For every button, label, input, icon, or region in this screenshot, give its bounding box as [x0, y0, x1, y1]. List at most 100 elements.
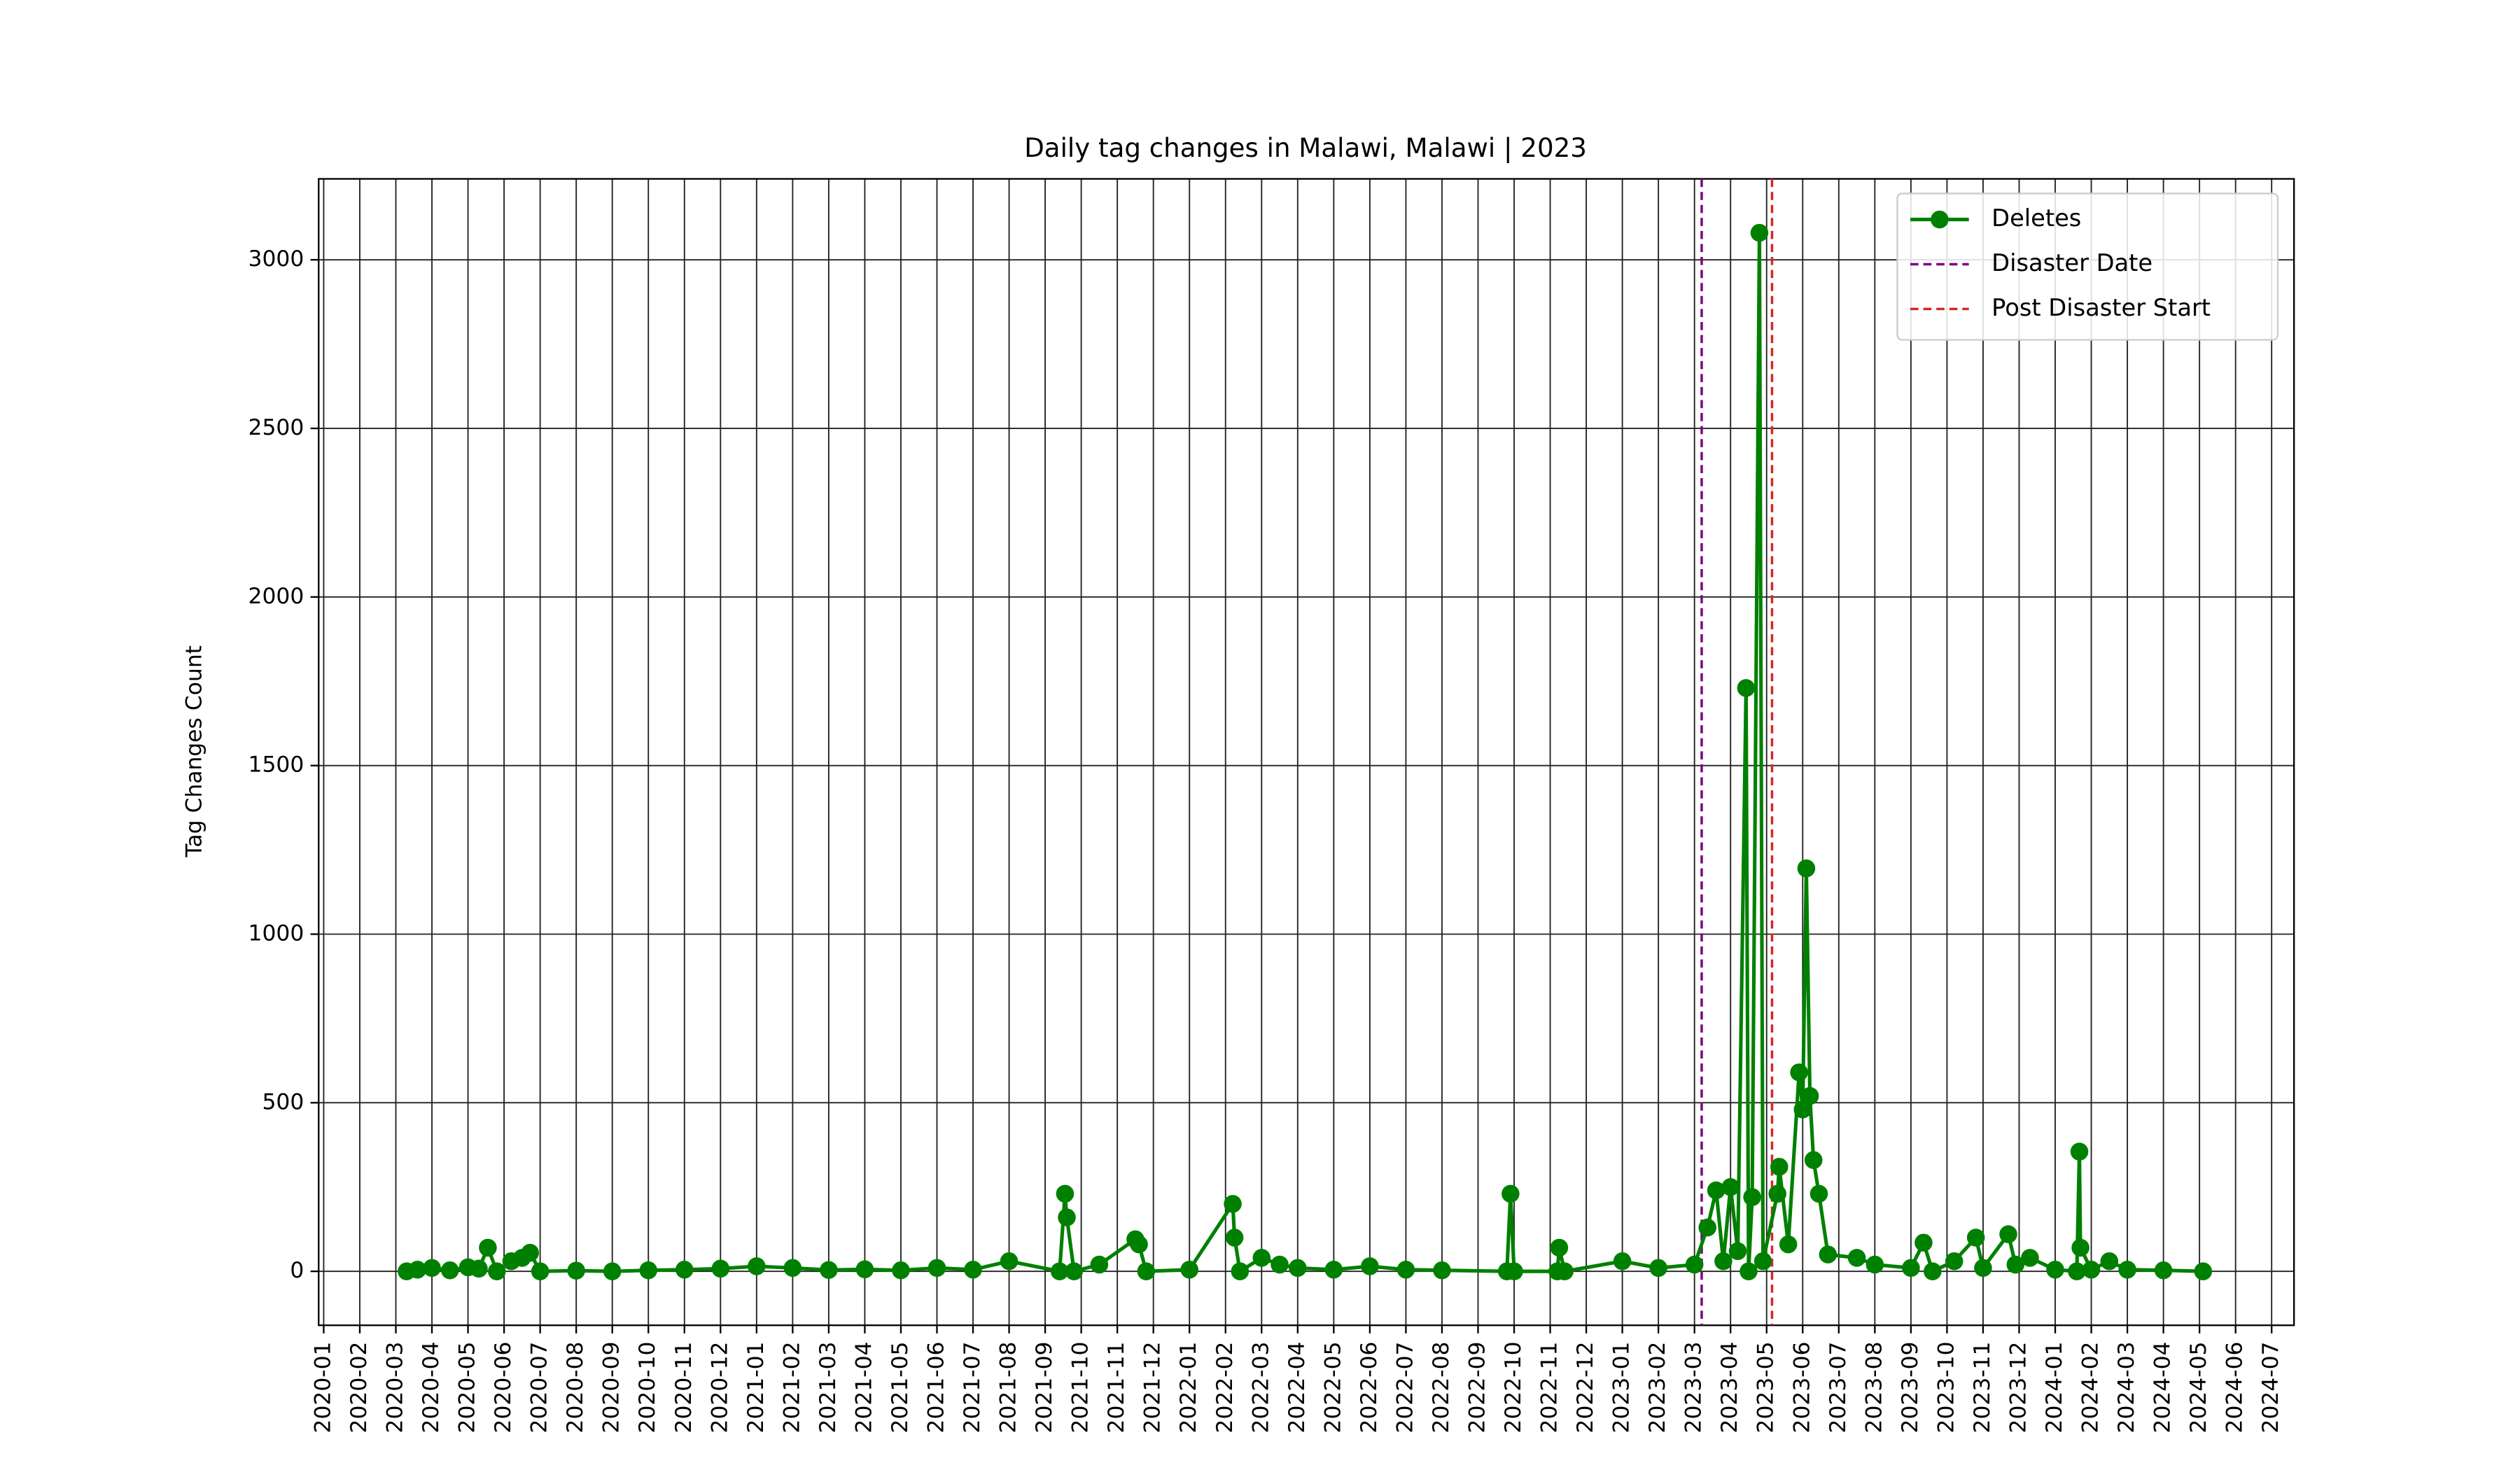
data-point	[1685, 1255, 1704, 1274]
legend-marker	[1931, 210, 1949, 229]
data-point	[927, 1259, 946, 1278]
data-point	[1502, 1184, 1520, 1203]
x-tick-label: 2021-01	[743, 1341, 769, 1433]
data-point	[1252, 1249, 1271, 1267]
data-point	[1056, 1184, 1074, 1203]
legend-label: Disaster Date	[1991, 249, 2152, 276]
data-point	[1847, 1249, 1866, 1267]
data-point	[1065, 1262, 1084, 1280]
data-point	[1793, 1100, 1812, 1119]
x-tick-label: 2021-04	[851, 1341, 876, 1433]
legend-box	[1896, 192, 2279, 341]
data-point	[1231, 1262, 1250, 1280]
data-point	[488, 1262, 506, 1280]
y-axis-label: Tag Changes Count	[182, 645, 207, 858]
data-point	[479, 1238, 497, 1257]
legend-label: Deletes	[1991, 204, 2081, 232]
data-point	[1361, 1257, 1379, 1275]
data-point	[1865, 1255, 1884, 1274]
x-tick-label: 2023-10	[1933, 1341, 1959, 1433]
data-point	[1714, 1252, 1732, 1270]
x-tick-label: 2023-02	[1645, 1341, 1670, 1433]
x-tick-label: 2021-07	[960, 1341, 985, 1433]
x-tick-label: 2023-06	[1789, 1341, 1814, 1433]
data-point	[2046, 1260, 2064, 1279]
x-tick-label: 2022-02	[1212, 1341, 1238, 1433]
data-point	[531, 1262, 550, 1280]
chart-title: Daily tag changes in Malawi, Malawi | 20…	[1024, 133, 1587, 164]
data-point	[855, 1260, 874, 1279]
data-point	[2118, 1260, 2136, 1279]
data-point	[1740, 1262, 1758, 1280]
data-point	[2021, 1249, 2039, 1267]
x-tick-label: 2023-08	[1861, 1341, 1886, 1433]
data-point	[1924, 1262, 1942, 1280]
x-tick-label: 2023-11	[1970, 1341, 1995, 1433]
y-tick-label: 3000	[248, 246, 304, 272]
x-tick-label: 2023-09	[1898, 1341, 1923, 1433]
data-point	[675, 1260, 694, 1279]
data-point	[2071, 1238, 2090, 1257]
data-point	[2154, 1261, 2173, 1280]
data-point	[2068, 1262, 2086, 1280]
data-point	[408, 1260, 427, 1279]
data-point	[521, 1243, 539, 1262]
data-point	[1707, 1181, 1726, 1200]
data-point	[1754, 1252, 1772, 1270]
x-tick-label: 2021-12	[1140, 1341, 1166, 1433]
data-point	[1804, 1151, 1823, 1170]
y-tick-label: 2500	[248, 415, 304, 440]
plot-frame	[318, 178, 2295, 1326]
data-point	[2006, 1255, 2025, 1274]
data-point	[1130, 1235, 1148, 1254]
data-point	[639, 1261, 658, 1280]
y-tick-label: 0	[290, 1258, 304, 1283]
x-tick-label: 2023-12	[2005, 1341, 2031, 1433]
data-point	[820, 1261, 838, 1280]
x-tick-label: 2020-12	[707, 1341, 732, 1433]
data-point	[470, 1259, 488, 1278]
data-point	[1090, 1255, 1109, 1274]
data-point	[1698, 1218, 1717, 1237]
x-tick-label: 2022-12	[1573, 1341, 1598, 1433]
x-tick-label: 2024-02	[2078, 1341, 2104, 1433]
x-tick-label: 2023-05	[1754, 1341, 1779, 1433]
data-point	[1974, 1259, 1992, 1278]
x-tick-label: 2021-10	[1068, 1341, 1093, 1433]
x-tick-label: 2021-02	[779, 1341, 804, 1433]
data-point	[1800, 1086, 1819, 1105]
x-tick-label: 2021-06	[923, 1341, 948, 1433]
x-tick-label: 2023-01	[1609, 1341, 1634, 1433]
x-tick-label: 2024-04	[2150, 1341, 2176, 1433]
x-tick-label: 2021-09	[1032, 1341, 1057, 1433]
x-tick-label: 2020-06	[491, 1341, 516, 1433]
x-tick-label: 2022-01	[1176, 1341, 1201, 1433]
legend-label: Post Disaster Start	[1991, 294, 2211, 321]
data-point	[1737, 679, 1756, 697]
data-point	[1289, 1259, 1307, 1278]
data-point	[1058, 1208, 1076, 1226]
data-point	[964, 1260, 982, 1279]
x-tick-label: 2024-06	[2222, 1341, 2248, 1433]
x-tick-label: 2020-05	[455, 1341, 480, 1433]
data-point	[1945, 1252, 1963, 1270]
y-tick-label: 1000	[248, 920, 304, 946]
data-point	[1819, 1245, 1837, 1264]
x-tick-label: 2021-03	[816, 1341, 841, 1433]
data-point	[1649, 1259, 1667, 1278]
x-tick-label: 2020-10	[635, 1341, 660, 1433]
x-tick-label: 2024-07	[2258, 1341, 2283, 1433]
data-point	[711, 1259, 730, 1278]
data-point	[603, 1262, 622, 1280]
data-point	[1999, 1225, 2017, 1243]
data-point	[1433, 1261, 1451, 1280]
legend: Deletes Disaster Date Post Disaster Start	[1896, 192, 2279, 341]
data-point	[1728, 1242, 1747, 1261]
data-point	[1505, 1262, 1523, 1280]
data-point	[2194, 1262, 2213, 1280]
data-point	[441, 1261, 459, 1280]
data-point	[1613, 1252, 1632, 1270]
x-tick-label: 2021-11	[1104, 1341, 1129, 1433]
y-tick-label: 2000	[248, 584, 304, 609]
data-point	[892, 1261, 910, 1280]
